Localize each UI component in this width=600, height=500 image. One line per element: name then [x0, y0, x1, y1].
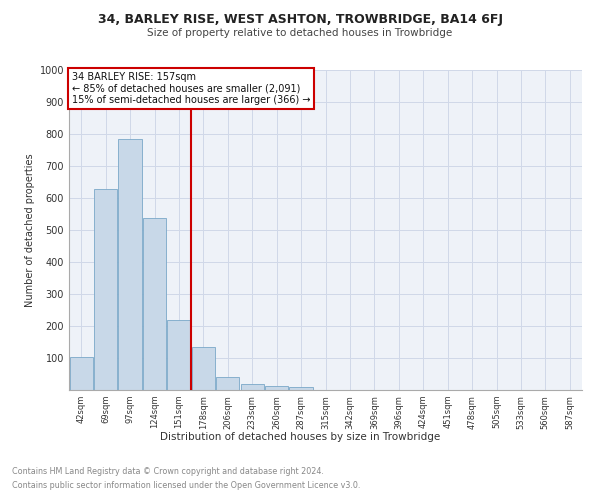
Bar [192, 348, 215, 390]
Bar [118, 140, 142, 390]
Bar [216, 376, 239, 390]
Text: Size of property relative to detached houses in Trowbridge: Size of property relative to detached ho… [148, 28, 452, 38]
Bar [167, 320, 191, 390]
Text: Contains HM Land Registry data © Crown copyright and database right 2024.: Contains HM Land Registry data © Crown c… [12, 468, 324, 476]
Bar [70, 357, 93, 390]
Bar [94, 189, 117, 390]
Text: 34 BARLEY RISE: 157sqm
← 85% of detached houses are smaller (2,091)
15% of semi-: 34 BARLEY RISE: 157sqm ← 85% of detached… [71, 72, 310, 105]
Text: Contains public sector information licensed under the Open Government Licence v3: Contains public sector information licen… [12, 481, 361, 490]
Bar [289, 388, 313, 390]
Bar [265, 386, 288, 390]
Y-axis label: Number of detached properties: Number of detached properties [25, 153, 35, 307]
Text: Distribution of detached houses by size in Trowbridge: Distribution of detached houses by size … [160, 432, 440, 442]
Bar [143, 218, 166, 390]
Bar [241, 384, 264, 390]
Text: 34, BARLEY RISE, WEST ASHTON, TROWBRIDGE, BA14 6FJ: 34, BARLEY RISE, WEST ASHTON, TROWBRIDGE… [97, 12, 503, 26]
